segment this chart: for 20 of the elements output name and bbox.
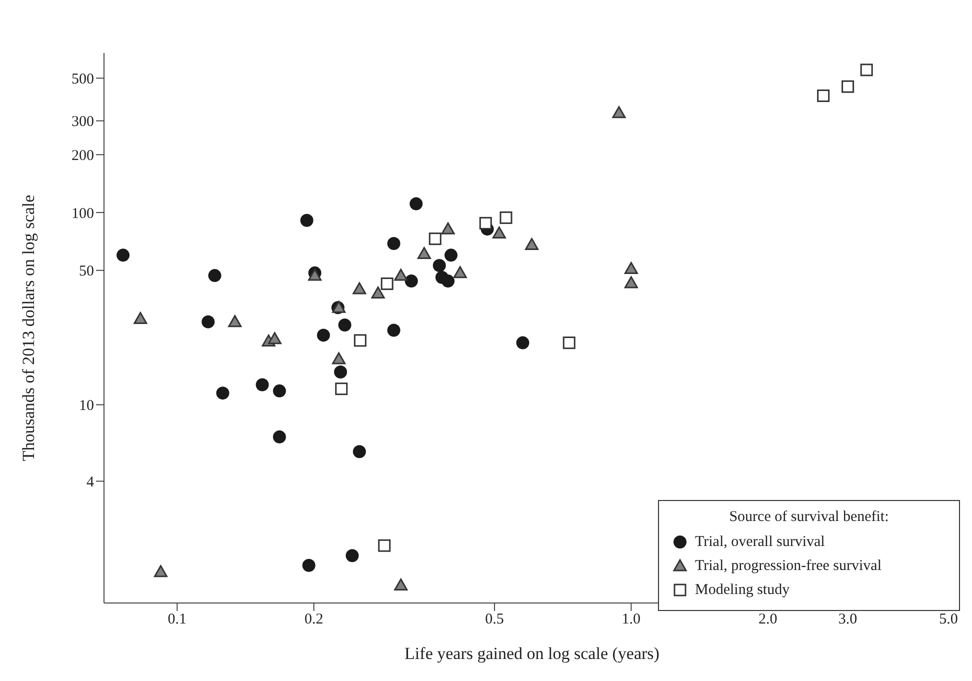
- legend-label: Trial, overall survival: [695, 534, 825, 550]
- x-tick-label: 5.0: [939, 612, 958, 628]
- x-tick-label: 0.5: [485, 612, 504, 628]
- x-tick-label: 2.0: [758, 612, 778, 628]
- y-tick-label: 4: [86, 474, 94, 491]
- y-tick-label: 10: [79, 398, 94, 414]
- y-tick-label: 200: [72, 148, 94, 164]
- x-tick-label: 0.2: [304, 612, 324, 628]
- legend-label: Trial, progression-free survival: [695, 558, 882, 574]
- y-tick-label: 50: [79, 264, 94, 280]
- legend-title: Source of survival benefit:: [728, 509, 890, 526]
- x-tick-label: 3.0: [838, 612, 858, 628]
- x-tick-label: 0.1: [168, 612, 187, 628]
- legend-label: Modeling study: [695, 582, 790, 598]
- y-tick-label: 500: [72, 72, 94, 88]
- x-axis-title: Life years gained on log scale (years): [404, 644, 660, 663]
- x-tick-label: 1.0: [622, 612, 641, 628]
- y-axis-title: Thousands of 2013 dollars on log scale: [19, 194, 38, 462]
- y-tick-label: 300: [72, 114, 94, 130]
- y-tick-label: 100: [72, 206, 94, 222]
